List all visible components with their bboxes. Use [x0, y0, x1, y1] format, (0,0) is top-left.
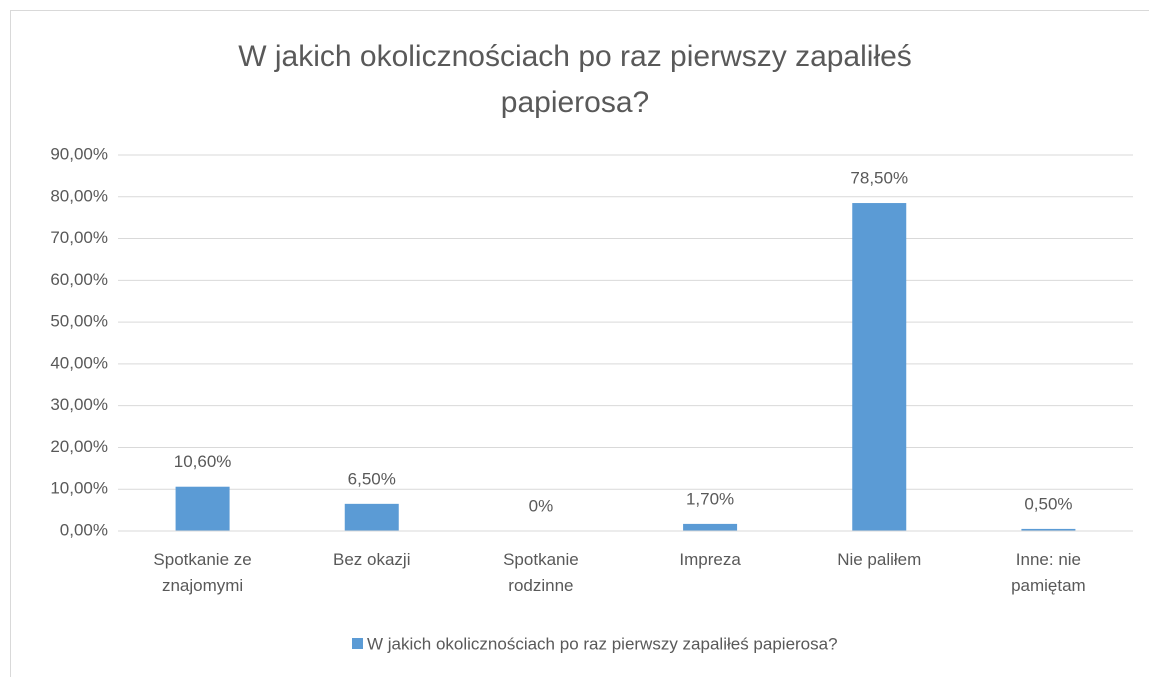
- bar: [1021, 528, 1076, 531]
- x-tick-label: Nie paliłem: [837, 550, 922, 569]
- y-tick-label: 40,00%: [50, 353, 108, 372]
- y-tick-label: 80,00%: [50, 186, 108, 205]
- y-tick-label: 60,00%: [50, 270, 108, 289]
- legend-label: W jakich okolicznościach po raz pierwszy…: [367, 634, 838, 653]
- y-tick-label: 50,00%: [50, 312, 108, 331]
- y-tick-label: 90,00%: [50, 144, 108, 163]
- data-label: 0%: [529, 496, 554, 515]
- x-tick-label: Spotkanie rodzinne: [503, 550, 579, 595]
- x-tick-label: Inne: nie pamiętam: [1011, 550, 1086, 595]
- data-label: 10,60%: [174, 452, 232, 471]
- x-tick-label: Spotkanie ze znajomymi: [153, 550, 252, 595]
- data-label: 6,50%: [348, 469, 396, 488]
- y-tick-label: 70,00%: [50, 228, 108, 247]
- y-tick-label: 0,00%: [60, 520, 108, 539]
- bar: [344, 503, 399, 531]
- data-label: 78,50%: [850, 169, 908, 188]
- x-tick-label: Bez okazji: [333, 550, 411, 569]
- y-tick-label: 20,00%: [50, 437, 108, 456]
- bar: [852, 203, 907, 532]
- chart-border: [10, 10, 1149, 677]
- chart-title: W jakich okolicznościach po raz pierwszy…: [238, 40, 912, 119]
- legend-swatch: [352, 638, 363, 649]
- bar: [683, 523, 738, 531]
- data-label: 1,70%: [686, 489, 734, 508]
- bar: [175, 486, 230, 531]
- x-tick-label: Impreza: [679, 550, 741, 569]
- y-tick-label: 10,00%: [50, 479, 108, 498]
- y-tick-label: 30,00%: [50, 395, 108, 414]
- data-label: 0,50%: [1024, 494, 1072, 513]
